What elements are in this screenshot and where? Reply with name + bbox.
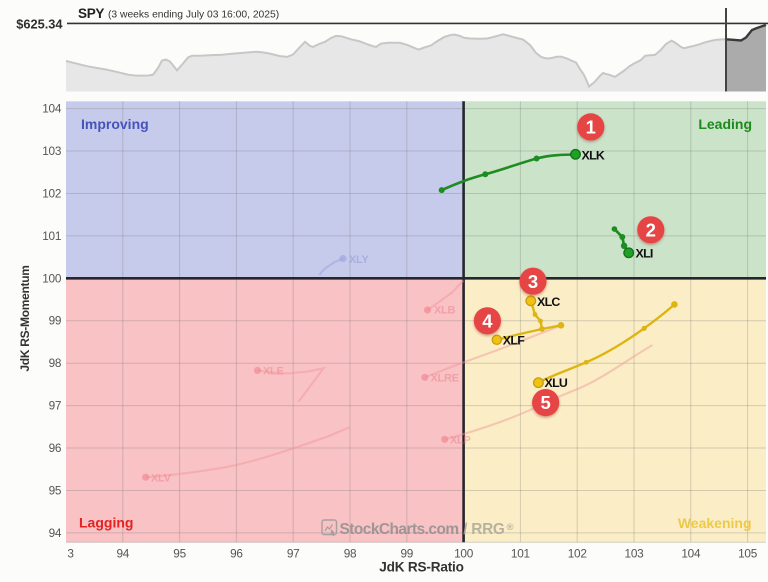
svg-text:98: 98 (49, 356, 62, 370)
svg-text:XLRE: XLRE (431, 373, 459, 385)
svg-text:104: 104 (42, 102, 62, 116)
svg-text:104: 104 (681, 547, 701, 561)
svg-text:100: 100 (454, 547, 474, 561)
svg-text:94: 94 (49, 526, 62, 540)
svg-text:XLB: XLB (434, 305, 455, 317)
svg-text:3: 3 (67, 547, 74, 561)
svg-text:99: 99 (400, 547, 413, 561)
svg-text:95: 95 (49, 484, 62, 498)
svg-text:XLI: XLI (636, 246, 653, 260)
svg-text:JdK RS-Ratio: JdK RS-Ratio (379, 560, 463, 575)
svg-text:SPY: SPY (78, 6, 104, 21)
svg-text:95: 95 (173, 547, 186, 561)
svg-text:XLF: XLF (503, 333, 525, 347)
svg-text:102: 102 (42, 187, 61, 201)
svg-text:StockCharts.com: StockCharts.com (340, 521, 459, 538)
svg-text:103: 103 (42, 144, 62, 158)
svg-text:Lagging: Lagging (79, 515, 133, 531)
svg-text:JdK RS-Momentum: JdK RS-Momentum (18, 265, 32, 371)
svg-text:97: 97 (287, 547, 300, 561)
svg-text:Weakening: Weakening (678, 515, 752, 531)
svg-text:3: 3 (528, 271, 538, 292)
svg-text:®: ® (507, 522, 514, 533)
svg-text:100: 100 (42, 271, 62, 285)
svg-text:97: 97 (49, 399, 62, 413)
svg-text:$625.34: $625.34 (16, 16, 63, 31)
svg-text:99: 99 (49, 314, 62, 328)
svg-text:Improving: Improving (81, 116, 149, 132)
svg-text:94: 94 (116, 547, 129, 561)
svg-text:101: 101 (42, 229, 61, 243)
svg-text:105: 105 (738, 547, 758, 561)
svg-text:(3 weeks ending July 03 16:00,: (3 weeks ending July 03 16:00, 2025) (108, 10, 279, 21)
svg-text:96: 96 (49, 441, 62, 455)
svg-text:1: 1 (586, 117, 596, 138)
svg-text:XLP: XLP (450, 435, 471, 447)
svg-text:XLY: XLY (349, 254, 369, 266)
svg-text:2: 2 (646, 219, 656, 240)
svg-text:102: 102 (568, 547, 587, 561)
svg-text:XLC: XLC (537, 295, 560, 309)
svg-text:/ RRG: / RRG (463, 521, 505, 538)
svg-text:103: 103 (625, 547, 645, 561)
svg-text:101: 101 (511, 547, 530, 561)
svg-text:5: 5 (541, 392, 551, 413)
svg-text:Leading: Leading (698, 116, 752, 132)
svg-text:XLK: XLK (582, 149, 605, 163)
svg-text:XLU: XLU (545, 376, 568, 390)
svg-text:4: 4 (482, 310, 493, 331)
svg-text:XLV: XLV (151, 473, 172, 485)
svg-text:98: 98 (344, 547, 357, 561)
svg-text:XLE: XLE (263, 366, 284, 378)
svg-text:96: 96 (230, 547, 243, 561)
